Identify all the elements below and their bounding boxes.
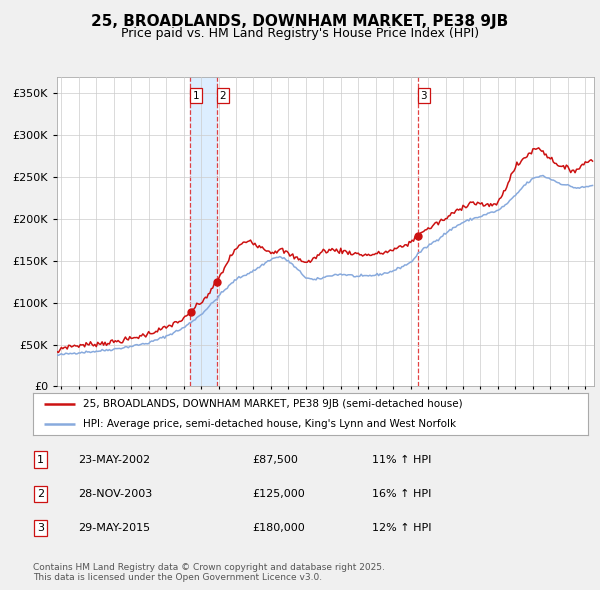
Text: £125,000: £125,000 [252, 489, 305, 499]
Text: 3: 3 [421, 91, 427, 101]
Text: 1: 1 [193, 91, 199, 101]
Text: 12% ↑ HPI: 12% ↑ HPI [372, 523, 431, 533]
Bar [190, 77, 217, 386]
Text: £180,000: £180,000 [252, 523, 305, 533]
Text: 25, BROADLANDS, DOWNHAM MARKET, PE38 9JB: 25, BROADLANDS, DOWNHAM MARKET, PE38 9JB [91, 14, 509, 28]
Text: 25, BROADLANDS, DOWNHAM MARKET, PE38 9JB (semi-detached house): 25, BROADLANDS, DOWNHAM MARKET, PE38 9JB… [83, 399, 463, 409]
Text: 3: 3 [37, 523, 44, 533]
Text: Price paid vs. HM Land Registry's House Price Index (HPI): Price paid vs. HM Land Registry's House … [121, 27, 479, 40]
Text: 29-MAY-2015: 29-MAY-2015 [78, 523, 150, 533]
Text: HPI: Average price, semi-detached house, King's Lynn and West Norfolk: HPI: Average price, semi-detached house,… [83, 419, 456, 429]
Text: Contains HM Land Registry data © Crown copyright and database right 2025.
This d: Contains HM Land Registry data © Crown c… [33, 563, 385, 582]
Text: £87,500: £87,500 [252, 455, 298, 464]
Text: 1: 1 [37, 455, 44, 464]
Text: 23-MAY-2002: 23-MAY-2002 [78, 455, 150, 464]
Text: 11% ↑ HPI: 11% ↑ HPI [372, 455, 431, 464]
Text: 2: 2 [37, 489, 44, 499]
Text: 28-NOV-2003: 28-NOV-2003 [78, 489, 152, 499]
Text: 16% ↑ HPI: 16% ↑ HPI [372, 489, 431, 499]
Text: 2: 2 [220, 91, 226, 101]
